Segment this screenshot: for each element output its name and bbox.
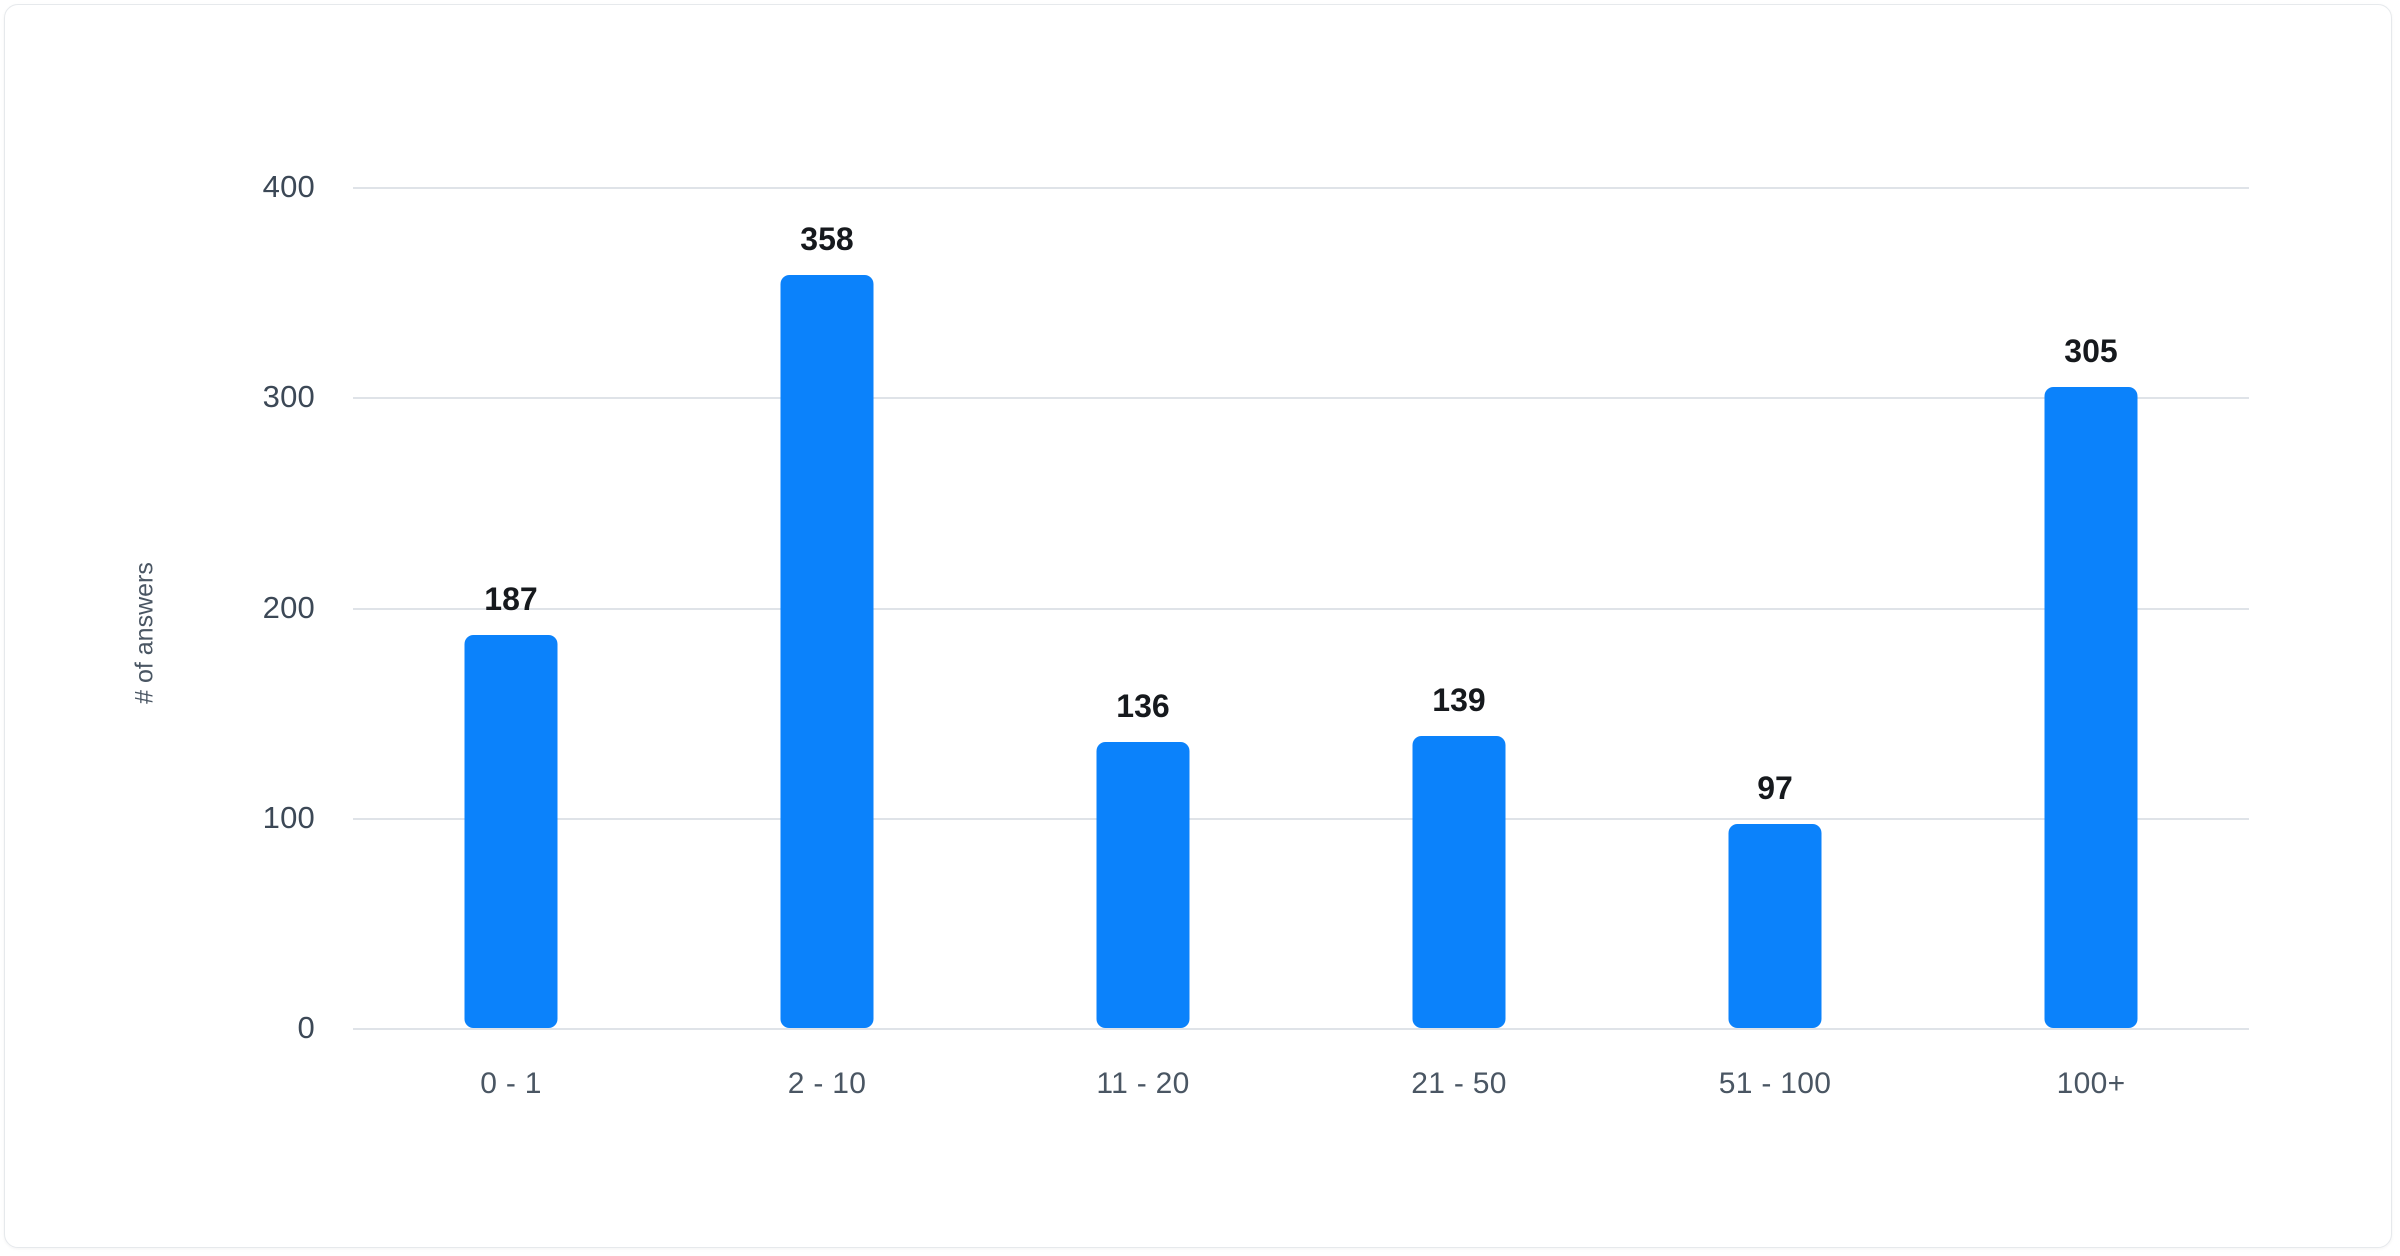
bar[interactable] <box>2044 386 2138 1028</box>
y-tick-label-400: 400 <box>262 169 315 204</box>
y-tick-label-100: 100 <box>262 799 315 835</box>
bar-group-4[interactable]: 97 51 - 100 <box>1617 5 1933 1247</box>
gridline-400 <box>353 187 2249 189</box>
bar-value-label: 136 <box>1116 688 1170 725</box>
gridline-100 <box>353 817 2249 820</box>
bar-group-1[interactable]: 358 2 - 10 <box>669 5 985 1247</box>
bar[interactable] <box>1412 735 1506 1028</box>
y-tick-label-300: 300 <box>262 379 315 415</box>
bar-value-label: 139 <box>1432 681 1486 718</box>
x-tick-label: 2 - 10 <box>787 1067 867 1100</box>
bars-layer: 187 0 - 1 358 2 - 10 136 11 - 20 139 21 … <box>353 5 2249 1247</box>
bar[interactable] <box>464 634 558 1028</box>
plot-gridlines <box>353 187 2249 1030</box>
y-tick-label-0: 0 <box>297 1010 315 1045</box>
bar-group-3[interactable]: 139 21 - 50 <box>1301 5 1617 1247</box>
bar-value-label: 97 <box>1757 770 1793 807</box>
bar[interactable] <box>1096 742 1190 1028</box>
bar-value-label: 358 <box>800 221 854 258</box>
gridline-0 <box>353 1028 2249 1030</box>
x-tick-label: 0 - 1 <box>480 1067 542 1100</box>
y-axis-tick-labels: 0 100 200 300 400 <box>5 169 315 1045</box>
bar[interactable] <box>780 275 874 1028</box>
bar-value-label: 187 <box>484 580 538 617</box>
x-tick-label: 21 - 50 <box>1411 1067 1507 1100</box>
y-axis-title: # of answers <box>130 562 159 704</box>
x-tick-label: 100+ <box>2056 1067 2126 1100</box>
bar-group-0[interactable]: 187 0 - 1 <box>353 5 669 1247</box>
gridline-200 <box>353 607 2249 610</box>
gridline-300 <box>353 397 2249 400</box>
y-tick-label-200: 200 <box>262 589 315 625</box>
x-tick-label: 11 - 20 <box>1096 1067 1190 1100</box>
x-tick-label: 51 - 100 <box>1718 1067 1832 1100</box>
bar-group-2[interactable]: 136 11 - 20 <box>985 5 1301 1247</box>
bar[interactable] <box>1728 824 1822 1028</box>
bar-value-label: 305 <box>2064 332 2118 369</box>
bar-group-5[interactable]: 305 100+ <box>1933 5 2249 1247</box>
chart-card: 0 100 200 300 400 # of answers 187 0 - 1… <box>4 4 2392 1248</box>
